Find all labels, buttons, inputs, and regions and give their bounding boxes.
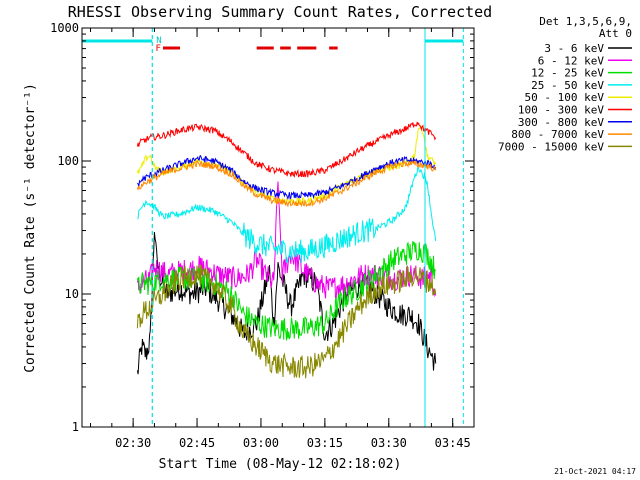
series-line-300-800-kev: [137, 154, 437, 201]
legend-header: Det 1,3,5,6,9,: [539, 15, 632, 28]
series-line-25-50-kev: [137, 165, 437, 264]
x-tick-label: 03:30: [371, 436, 407, 450]
series-line-800-7000-kev: [136, 159, 437, 208]
series-line-100-300-kev: [136, 121, 437, 178]
generation-timestamp: 21-Oct-2021 04:17: [554, 467, 636, 476]
flag-label-n: N: [156, 36, 161, 46]
legend-header: Att 0: [599, 27, 632, 40]
x-axis-label: Start Time (08-May-12 02:18:02): [159, 457, 402, 472]
legend-label: 800 - 7000 keV: [511, 128, 604, 141]
x-tick-label: 03:45: [435, 436, 471, 450]
legend-label: 300 - 800 keV: [518, 116, 604, 129]
y-tick-label: 1000: [50, 21, 79, 35]
x-tick-label: 03:15: [307, 436, 343, 450]
x-tick-label: 02:30: [115, 436, 151, 450]
y-tick-label: 1: [72, 420, 79, 434]
legend-label: 100 - 300 keV: [518, 104, 604, 117]
y-tick-label: 10: [65, 287, 79, 301]
flag-label-f: F: [156, 44, 161, 54]
x-tick-label: 02:45: [179, 436, 215, 450]
chart-title: RHESSI Observing Summary Count Rates, Co…: [68, 3, 492, 21]
series-line-3-6-kev: [136, 231, 437, 375]
legend-label: 6 - 12 keV: [538, 54, 605, 67]
legend-label: 25 - 50 keV: [531, 79, 604, 92]
plot-frame: [81, 27, 475, 428]
legend-label: 12 - 25 keV: [531, 67, 604, 80]
legend-label: 3 - 6 keV: [544, 42, 604, 55]
y-tick-label: 100: [57, 154, 79, 168]
series-line-7000-15000-kev: [136, 264, 437, 379]
y-axis-label: Corrected Count Rate (s⁻¹ detector⁻¹): [23, 83, 38, 373]
legend-label: 7000 - 15000 keV: [498, 140, 604, 153]
legend-label: 50 - 100 keV: [525, 91, 605, 104]
x-tick-label: 03:00: [243, 436, 279, 450]
